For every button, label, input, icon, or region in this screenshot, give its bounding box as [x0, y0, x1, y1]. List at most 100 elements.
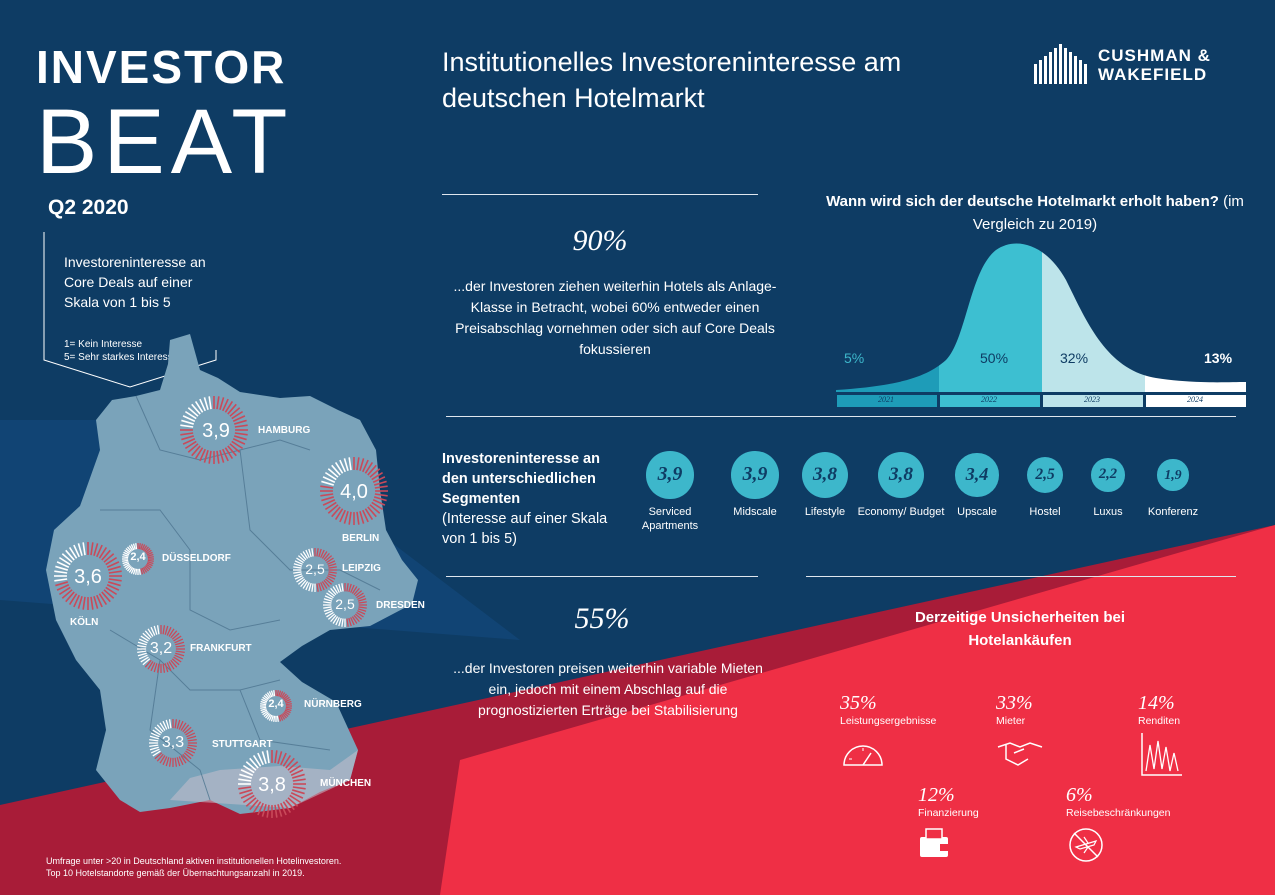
dial-tick	[326, 611, 334, 618]
dial-tick	[289, 764, 302, 774]
dial-tick	[208, 450, 212, 464]
dial-tick	[142, 566, 148, 573]
dial-tick	[350, 584, 355, 593]
dial-tick	[282, 693, 287, 699]
dial-tick	[105, 556, 118, 566]
dial-tick	[327, 575, 336, 580]
dial-tick	[154, 726, 163, 734]
dial-tick	[279, 714, 284, 721]
dial-value-dresden: 2,5	[335, 596, 355, 612]
dial-tick	[171, 658, 180, 666]
dial-tick	[305, 582, 310, 591]
dial-tick	[96, 544, 103, 558]
dial-tick	[353, 587, 360, 596]
dial-tick	[326, 557, 334, 564]
dial-tick	[222, 398, 229, 412]
dial-value-frankfurt: 3,2	[149, 640, 173, 657]
dial-tick	[137, 652, 147, 657]
dial-tick	[166, 662, 172, 672]
dial-tick	[283, 712, 289, 717]
recovery-title-rest: (im Vergleich zu 2019)	[972, 193, 1244, 233]
dial-tick	[260, 706, 267, 709]
dial-tick	[68, 593, 78, 606]
dial-tick	[278, 690, 282, 697]
dial-tick	[332, 616, 339, 624]
dial-tick	[54, 570, 68, 574]
dial-tick	[273, 715, 276, 722]
dial-tick	[128, 566, 134, 573]
dial-tick	[219, 397, 225, 410]
dial-tick	[324, 501, 337, 511]
dial-tick	[162, 720, 168, 730]
dial-tick	[140, 635, 149, 642]
dial-tick	[320, 549, 325, 558]
dial-tick	[222, 448, 229, 462]
dial-tick	[265, 693, 270, 699]
dial-tick	[257, 752, 264, 766]
dial-tick	[149, 744, 159, 748]
dial-tick	[276, 715, 279, 722]
divider-mid	[446, 416, 1236, 417]
dial-tick	[249, 757, 259, 769]
dial-tick	[61, 589, 73, 599]
dial-tick	[106, 584, 120, 591]
dial-tick	[358, 601, 367, 604]
dial-tick	[175, 652, 185, 657]
segment-circle: 1,9	[1157, 459, 1189, 491]
uncertainty-tenant: 33% Mieter	[996, 692, 1096, 774]
dial-tick	[187, 735, 197, 740]
band-pct-2023: 32%	[1060, 350, 1089, 366]
dial-tick	[231, 440, 244, 450]
dial-tick	[262, 696, 269, 702]
dial-tick	[293, 571, 302, 574]
band-pct-2022: 50%	[980, 350, 1009, 366]
dial-tick	[165, 719, 170, 729]
title-beat: BEAT	[36, 91, 294, 193]
dial-tick	[178, 720, 184, 730]
dial-tick	[296, 557, 304, 564]
dial-tick	[145, 548, 151, 553]
dial-tick	[348, 511, 352, 525]
no-plane-icon	[1069, 828, 1103, 862]
dial-nürnberg	[260, 690, 292, 722]
dial-tick	[293, 573, 303, 577]
dial-tick	[224, 400, 234, 413]
dial-tick	[300, 579, 307, 588]
dial-tick	[279, 691, 284, 698]
dial-tick	[321, 480, 334, 486]
dial-tick	[147, 556, 154, 559]
dial-tick	[357, 595, 366, 600]
year-bar-2024	[1146, 395, 1246, 407]
dial-tick	[159, 755, 166, 764]
dial-tick	[338, 617, 342, 627]
dial-value-nuernberg: 2,4	[268, 698, 284, 710]
dial-tick	[125, 548, 131, 553]
dial-tick	[219, 450, 225, 463]
dial-tick	[194, 447, 204, 460]
stat2-text: ...der Investoren preisen weiterhin vari…	[453, 660, 763, 718]
dial-tick	[227, 403, 237, 415]
dial-tick	[287, 797, 299, 807]
dial-tick	[77, 543, 83, 556]
dial-tick	[356, 511, 360, 525]
dial-hamburg	[180, 396, 248, 464]
recovery-title-bold: Wann wird sich der deutsche Hotelmarkt e…	[826, 193, 1219, 210]
dial-tick	[331, 464, 341, 476]
dial-tick	[268, 714, 273, 721]
dial-tick	[316, 548, 319, 557]
dial-tick	[144, 630, 152, 639]
dial-tick	[127, 566, 132, 572]
dial-tick	[263, 695, 269, 700]
dial-tick	[150, 626, 156, 636]
dial-tick	[277, 804, 283, 817]
dial-tick	[98, 593, 108, 606]
dial-tick	[141, 544, 146, 551]
band-2021	[836, 243, 939, 392]
dial-tick	[266, 692, 272, 699]
dial-tick	[145, 549, 152, 555]
dial-tick	[238, 778, 252, 782]
dial-tick	[146, 551, 153, 556]
dial-tick	[150, 732, 160, 738]
city-label-stuttgart: STUTTGART	[212, 739, 273, 750]
footnote-line-2: Top 10 Hotelstandorte gemäß der Übernach…	[46, 868, 305, 878]
